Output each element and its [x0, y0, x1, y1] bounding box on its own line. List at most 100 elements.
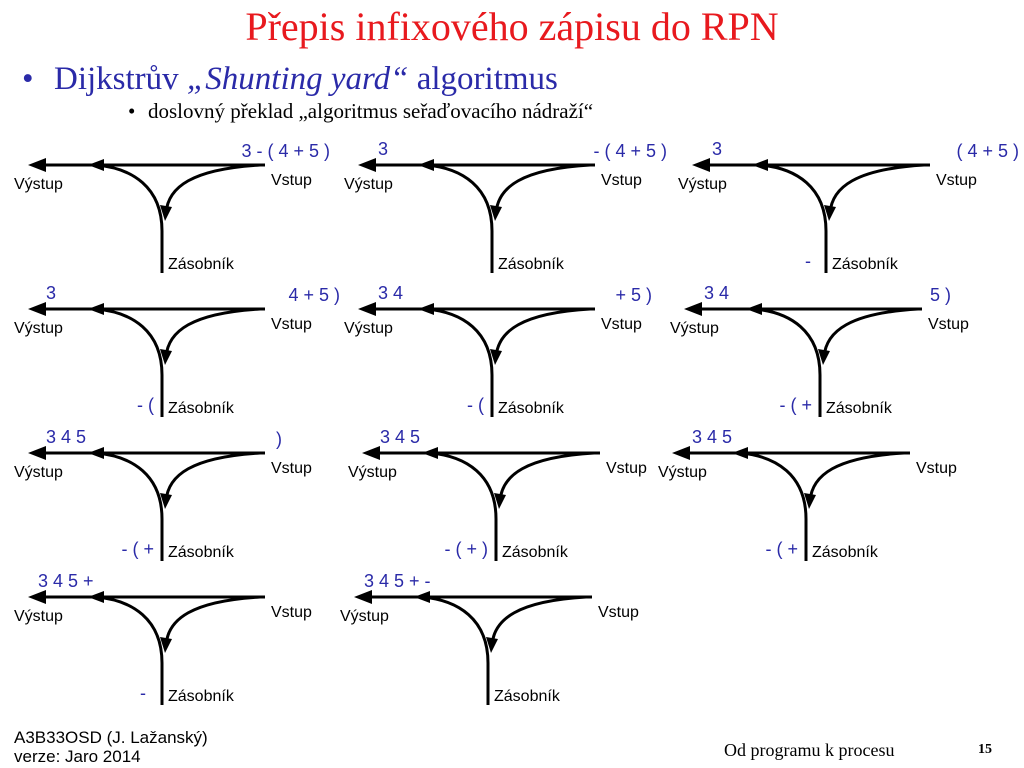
output-merge-arrow [414, 591, 430, 603]
stack-tokens: - ( + [765, 539, 798, 559]
output-merge-arrow [752, 159, 768, 171]
step-diagram: Výstup Vstup Zásobník 3 4 + 5 ) - ( [14, 283, 340, 417]
bullet-translation: • doslovný překlad „algoritmus seřaďovací… [128, 99, 593, 123]
stack-arrow [160, 493, 172, 509]
output-arrow [28, 158, 46, 172]
stack-label: Zásobník [832, 256, 899, 273]
bullet-text-italic: „Shunting yard“ [186, 61, 409, 97]
footer-version: verze: Jaro 2014 [14, 747, 141, 766]
stack-arrow [494, 493, 506, 509]
input-label: Vstup [928, 316, 969, 333]
output-merge-arrow [422, 447, 438, 459]
output-label: Výstup [670, 320, 719, 337]
stack-curve [95, 595, 164, 705]
step-diagram: Výstup Vstup Zásobník 3 4 + 5 ) - ( [344, 283, 652, 417]
stack-label: Zásobník [498, 256, 565, 273]
output-merge-arrow [88, 591, 104, 603]
stack-curve [429, 451, 498, 561]
output-merge-arrow [88, 447, 104, 459]
stack-label: Zásobník [498, 400, 565, 417]
stack-label: Zásobník [502, 544, 569, 561]
step-diagram: Výstup Vstup Zásobník 3 - ( 4 + 5 ) [14, 141, 330, 273]
input-curve [494, 163, 591, 214]
output-merge-arrow [746, 303, 762, 315]
input-tokens: ( 4 + 5 ) [956, 141, 1019, 161]
step-diagram: Výstup Vstup Zásobník 3 4 5 - ( + [658, 427, 957, 561]
output-tokens: 3 [46, 283, 56, 303]
footer-course-info: A3B33OSD (J. Lažanský) verze: Jaro 2014 [14, 728, 208, 766]
output-tokens: 3 4 [378, 283, 403, 303]
stack-arrow [490, 205, 502, 221]
stack-arrow [486, 637, 498, 653]
output-arrow [28, 446, 46, 460]
output-label: Výstup [344, 176, 393, 193]
output-label: Výstup [340, 608, 389, 625]
input-curve [164, 163, 261, 214]
footer-course: A3B33OSD (J. Lažanský) [14, 728, 208, 747]
input-tokens: 5 ) [930, 285, 951, 305]
bullet-translation-text: doslovný překlad „algoritmus seřaďovacíh… [148, 99, 594, 123]
stack-label: Zásobník [812, 544, 879, 561]
stack-arrow [818, 349, 830, 365]
output-merge-arrow [418, 303, 434, 315]
stack-label: Zásobník [168, 688, 235, 705]
bullet-dot: • [128, 99, 136, 123]
stack-tokens: - ( + [779, 395, 812, 415]
stack-label: Zásobník [168, 400, 235, 417]
input-label: Vstup [936, 172, 977, 189]
bullet-dot: • [22, 61, 34, 97]
input-curve [822, 307, 919, 358]
stack-arrow [804, 493, 816, 509]
stack-label: Zásobník [494, 688, 561, 705]
stack-tokens: - ( [137, 395, 154, 415]
output-arrow [354, 590, 372, 604]
page-number: 15 [978, 742, 992, 757]
stack-curve [95, 307, 164, 417]
step-diagram: Výstup Vstup Zásobník 3 ( 4 + 5 ) - [678, 139, 1019, 273]
input-label: Vstup [598, 604, 639, 621]
output-merge-arrow [88, 159, 104, 171]
input-curve [498, 451, 595, 502]
stack-tokens: - ( + [121, 539, 154, 559]
output-merge-arrow [732, 447, 748, 459]
slide-title: Přepis infixového zápisu do RPN [245, 4, 779, 49]
output-tokens: 3 [378, 139, 388, 159]
input-tokens: 3 - ( 4 + 5 ) [241, 141, 330, 161]
input-curve [808, 451, 905, 502]
stack-arrow [160, 349, 172, 365]
bullet-text-pre: Dijkstrův [54, 61, 187, 97]
input-tokens: + 5 ) [615, 285, 652, 305]
stack-tokens: - [805, 251, 811, 271]
stack-tokens: - ( [467, 395, 484, 415]
stack-label: Zásobník [826, 400, 893, 417]
stack-curve [95, 163, 164, 273]
stack-label: Zásobník [168, 256, 235, 273]
stack-arrow [160, 205, 172, 221]
step-diagram: Výstup Vstup Zásobník 3 - ( 4 + 5 ) [344, 139, 667, 273]
output-tokens: 3 4 5 [380, 427, 420, 447]
input-curve [494, 307, 591, 358]
output-tokens: 3 4 [704, 283, 729, 303]
output-merge-arrow [88, 303, 104, 315]
bullet-algorithm: • Dijkstrův „Shunting yard“ algoritmus [22, 60, 558, 98]
output-arrow [28, 302, 46, 316]
input-label: Vstup [271, 172, 312, 189]
input-label: Vstup [601, 172, 642, 189]
input-label: Vstup [271, 460, 312, 477]
step-diagram: Výstup Vstup Zásobník 3 4 5 ) - ( + [670, 283, 969, 417]
bullet-text-post: algoritmus [408, 61, 558, 97]
output-label: Výstup [348, 464, 397, 481]
stack-curve [421, 595, 490, 705]
output-tokens: 3 4 5 + - [364, 571, 431, 591]
input-curve [164, 451, 261, 502]
output-arrow [362, 446, 380, 460]
output-tokens: 3 4 5 [46, 427, 86, 447]
output-arrow [358, 158, 376, 172]
step-diagram: Výstup Vstup Zásobník 3 4 5 - ( + ) [348, 427, 647, 561]
output-label: Výstup [678, 176, 727, 193]
input-tokens: 4 + 5 ) [288, 285, 340, 305]
output-label: Výstup [14, 464, 63, 481]
input-curve [490, 595, 587, 646]
output-arrow [684, 302, 702, 316]
